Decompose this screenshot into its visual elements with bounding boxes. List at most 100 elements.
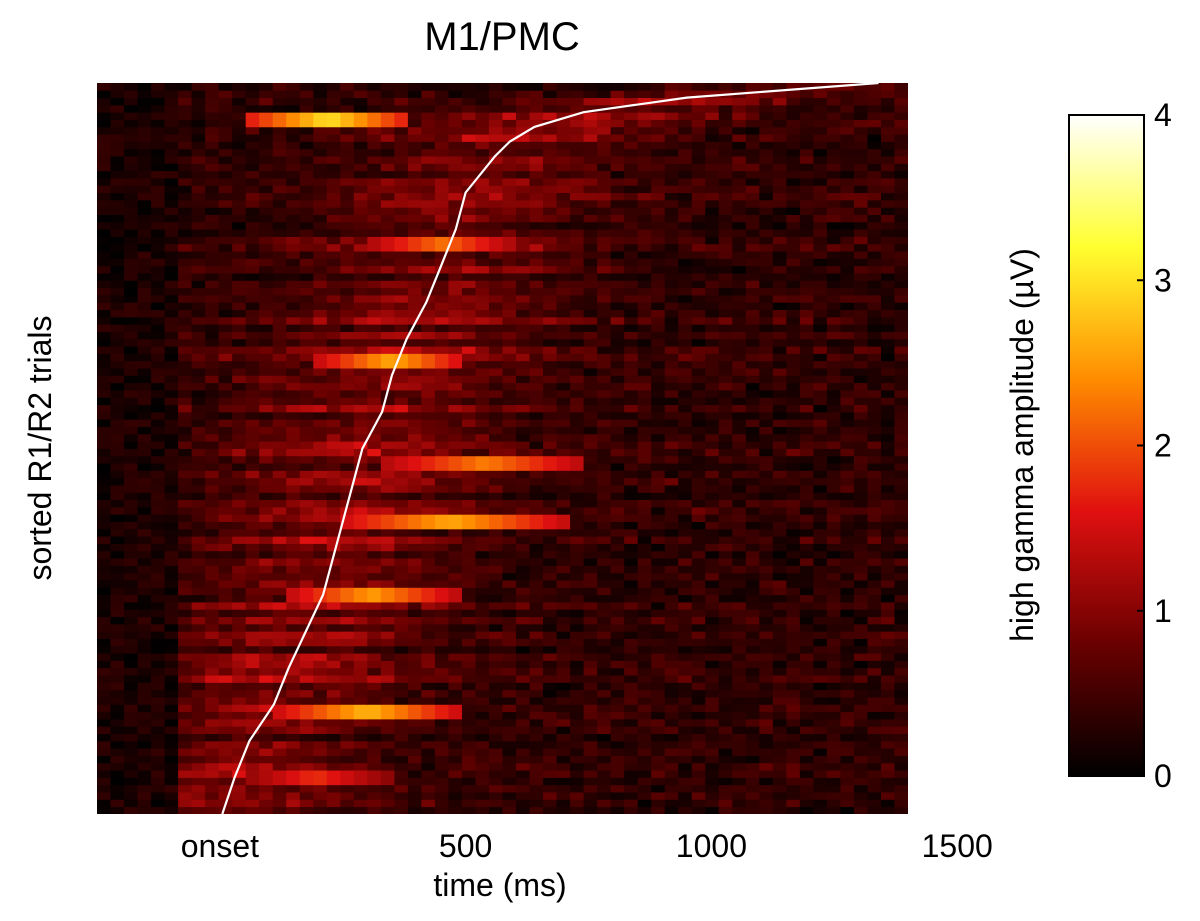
heatmap-row	[97, 558, 908, 566]
heatmap-row	[97, 792, 908, 800]
heatmap-row	[97, 543, 908, 552]
heatmap-row	[97, 316, 908, 325]
heatmap-row	[97, 477, 908, 486]
heatmap-row	[97, 156, 908, 164]
heatmap-row	[97, 653, 908, 661]
x-tick-label: onset	[181, 828, 259, 864]
heatmap-row	[97, 112, 908, 120]
heatmap-row	[97, 134, 908, 142]
heatmap-row	[97, 806, 908, 814]
heatmap-row	[97, 704, 908, 713]
x-tick-label: 1000	[676, 828, 747, 864]
x-axis-label: time (ms)	[433, 867, 566, 903]
heatmap-row	[97, 90, 908, 99]
heatmap-row	[97, 740, 908, 749]
heatmap-row	[97, 762, 908, 771]
colorbar-ticks: 0 1 2 3 4	[1137, 97, 1172, 794]
heatmap-rows	[97, 83, 908, 814]
heatmap-row	[97, 426, 908, 435]
heatmap-row	[97, 638, 908, 647]
heatmap-row	[97, 645, 908, 654]
heatmap-row	[97, 711, 908, 720]
heatmap-row	[97, 390, 908, 398]
heatmap-row	[97, 353, 908, 362]
heatmap-row	[97, 338, 908, 347]
response-time-curve	[221, 83, 879, 814]
heatmap-row	[97, 485, 908, 493]
y-axis-label: sorted R1/R2 trials	[22, 316, 58, 581]
heatmap-row	[97, 368, 908, 376]
heatmap-row	[97, 411, 908, 420]
chart-title: M1/PMC	[424, 15, 580, 59]
colorbar: 0 1 2 3 4 high gamma amplitude (µV)	[1004, 97, 1172, 794]
heatmap-row	[97, 726, 908, 734]
heatmap-row	[97, 192, 908, 201]
heatmap-row	[97, 199, 908, 208]
heatmap-row	[97, 273, 908, 281]
heatmap-row	[97, 207, 908, 215]
heatmap-row	[97, 660, 908, 669]
heatmap-row	[97, 441, 908, 449]
heatmap-row	[97, 448, 908, 457]
heatmap-row	[97, 126, 908, 135]
heatmap-row	[97, 265, 908, 274]
heatmap-row	[97, 185, 908, 194]
heatmap-row	[97, 682, 908, 691]
heatmap-row	[97, 280, 908, 289]
heatmap-row	[97, 404, 908, 413]
heatmap-row	[97, 324, 908, 332]
heatmap-row	[97, 104, 908, 113]
heatmap-row	[97, 294, 908, 303]
heatmap-row	[97, 346, 908, 354]
heatmap-row	[97, 331, 908, 340]
heatmap-row	[97, 594, 908, 603]
colorbar-label: high gamma amplitude (µV)	[1004, 248, 1040, 642]
heatmap-row	[97, 163, 908, 172]
colorbar-tick-label: 4	[1154, 97, 1172, 133]
heatmap-row	[97, 309, 908, 318]
heatmap-row	[97, 397, 908, 406]
heatmap-row	[97, 689, 908, 698]
heatmap-row	[97, 770, 908, 778]
heatmap-row	[97, 251, 908, 259]
heatmap-row	[97, 470, 908, 479]
heatmap-row	[97, 609, 908, 618]
heatmap-row	[97, 514, 908, 522]
heatmap-row	[97, 302, 908, 311]
heatmap-row	[97, 733, 908, 742]
heatmap-row	[97, 587, 908, 596]
x-axis-ticks: onset 500 1000 1500	[181, 828, 993, 864]
heatmap-row	[97, 799, 908, 808]
heatmap-row	[97, 550, 908, 559]
heatmap-row	[97, 521, 908, 530]
heatmap-row	[97, 499, 908, 508]
heatmap-row	[97, 748, 908, 756]
heatmap-row	[97, 141, 908, 150]
heatmap-row	[97, 258, 908, 267]
heatmap-row	[97, 382, 908, 391]
heatmap-row	[97, 623, 908, 632]
heatmap-row	[97, 528, 908, 537]
heatmap-row	[97, 97, 908, 106]
heatmap-row	[97, 784, 908, 793]
heatmap-row	[97, 572, 908, 581]
heatmap-row	[97, 229, 908, 237]
heatmap-row	[97, 178, 908, 186]
heatmap-row	[97, 83, 908, 91]
heatmap-row	[97, 119, 908, 128]
heatmap-row	[97, 463, 908, 471]
heatmap-row	[97, 433, 908, 442]
heatmap-row	[97, 455, 908, 464]
heatmap-row	[97, 243, 908, 252]
heatmap-row	[97, 667, 908, 676]
colorbar-tick-label: 3	[1154, 262, 1172, 298]
heatmap-row	[97, 506, 908, 515]
heatmap-row	[97, 755, 908, 764]
heatmap-row	[97, 148, 908, 157]
x-tick-label: 1500	[922, 828, 993, 864]
heatmap-row	[97, 697, 908, 705]
heatmap-row	[97, 777, 908, 786]
colorbar-tick-label: 1	[1154, 593, 1172, 629]
colorbar-tick-label: 0	[1154, 758, 1172, 794]
